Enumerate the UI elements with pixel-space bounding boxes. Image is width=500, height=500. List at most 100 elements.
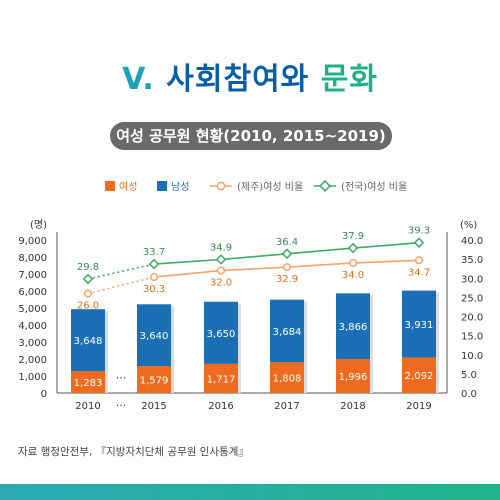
series-point-label: 29.8 bbox=[77, 262, 99, 273]
y-left-tick: 8,000 bbox=[18, 253, 47, 264]
bar-female bbox=[137, 366, 171, 393]
series-line-segment bbox=[87, 276, 155, 295]
heading-roman: V. bbox=[122, 62, 155, 97]
x-tick-label: 2016 bbox=[208, 401, 233, 412]
y-right-tick: 30.0 bbox=[461, 274, 483, 285]
page-heading: V. 사회참여와 문화 bbox=[0, 54, 500, 98]
series-point-label: 30.3 bbox=[143, 284, 165, 295]
series-point-label: 37.9 bbox=[342, 231, 364, 242]
bar-male bbox=[71, 309, 105, 372]
series-point-label: 36.4 bbox=[276, 237, 298, 248]
bar-male-label: 3,931 bbox=[405, 320, 434, 331]
bar-female bbox=[270, 362, 304, 393]
heading-accent: 문화 bbox=[320, 62, 378, 97]
legend-label-3: (전국)여성 비율 bbox=[341, 181, 407, 193]
series-line-segment bbox=[220, 252, 288, 261]
series-point bbox=[148, 258, 160, 270]
y-left-tick: 0 bbox=[41, 389, 47, 400]
y-right-tick: 20.0 bbox=[461, 313, 483, 324]
series-point bbox=[413, 237, 425, 248]
x-tick-label: 2015 bbox=[141, 401, 166, 412]
bar-female-label: 1,717 bbox=[207, 374, 236, 385]
y-right-tick: 5.0 bbox=[461, 370, 477, 381]
y-left-tick: 3,000 bbox=[18, 338, 47, 349]
y-left-tick: 7,000 bbox=[18, 270, 47, 281]
bottom-band bbox=[0, 484, 500, 500]
y-left-tick: 1,000 bbox=[18, 372, 47, 383]
x-tick-label: 2018 bbox=[340, 401, 365, 412]
bar-female bbox=[402, 357, 436, 393]
bar-female-label: 2,092 bbox=[405, 371, 434, 382]
x-tick-label: 2019 bbox=[406, 401, 431, 412]
series-point-label: 39.3 bbox=[408, 226, 430, 237]
bar-male bbox=[402, 290, 436, 358]
series-point-label: 32.9 bbox=[276, 274, 298, 285]
bar-female-label: 1,996 bbox=[339, 372, 368, 383]
bar-male bbox=[204, 301, 238, 364]
series-line-segment bbox=[352, 259, 420, 264]
bar-female bbox=[336, 359, 370, 393]
series-point-label: 34.9 bbox=[210, 243, 232, 254]
series-point bbox=[216, 266, 226, 275]
y-left-tick: 5,000 bbox=[18, 304, 47, 315]
y-right-tick: 25.0 bbox=[461, 293, 483, 304]
y-left-tick: 2,000 bbox=[18, 355, 47, 366]
y-right-unit: (%) bbox=[460, 220, 477, 231]
series-point-label: 26.0 bbox=[77, 301, 99, 312]
bar-female-label: 1,283 bbox=[74, 378, 103, 389]
legend-swatch-1 bbox=[157, 181, 167, 191]
series-line-segment bbox=[153, 269, 222, 278]
legend-label-2: (제주)여성 비율 bbox=[237, 181, 303, 193]
series-point bbox=[282, 263, 292, 272]
bar-male-label: 3,648 bbox=[74, 336, 103, 347]
series-line-segment bbox=[153, 258, 222, 265]
series-point bbox=[281, 248, 293, 260]
bar-female-label: 1,808 bbox=[273, 374, 302, 385]
bar-male-label: 3,866 bbox=[339, 322, 368, 333]
y-right-tick: 40.0 bbox=[461, 236, 483, 247]
gap-marker-plot: ··· bbox=[116, 372, 127, 385]
series-point bbox=[414, 256, 424, 265]
series-point bbox=[82, 273, 94, 285]
bar-male bbox=[270, 299, 304, 363]
series-point-label: 33.7 bbox=[143, 247, 165, 258]
series-line-segment bbox=[87, 263, 155, 280]
series-line-segment bbox=[220, 266, 288, 272]
series-point-label: 32.0 bbox=[210, 278, 232, 289]
series-point bbox=[83, 289, 93, 298]
series-point bbox=[347, 242, 359, 254]
y-left-tick: 4,000 bbox=[18, 321, 47, 332]
y-left-tick: 6,000 bbox=[18, 287, 47, 298]
bar-male bbox=[137, 304, 171, 367]
source-note: 자료 행정안전부, 『지방자치단체 공무원 인사통계』 bbox=[18, 446, 249, 458]
legend-marker-3 bbox=[318, 179, 332, 193]
y-right-tick: 35.0 bbox=[461, 255, 483, 266]
gap-marker-axis: ··· bbox=[116, 399, 127, 412]
legend-swatch-0 bbox=[105, 181, 115, 191]
bar-female-label: 1,579 bbox=[140, 376, 169, 387]
y-left-tick: 9,000 bbox=[18, 236, 47, 247]
series-line-segment bbox=[286, 262, 354, 268]
series-point-label: 34.0 bbox=[342, 270, 364, 281]
bar-male-label: 3,650 bbox=[207, 329, 236, 340]
bar-male bbox=[336, 293, 370, 360]
series-point-label: 34.7 bbox=[408, 267, 430, 278]
x-tick-label: 2010 bbox=[75, 401, 100, 412]
legend-marker-2 bbox=[216, 181, 226, 191]
series-point bbox=[215, 254, 227, 265]
legend-label-0: 여성 bbox=[119, 181, 137, 193]
bar-male-label: 3,640 bbox=[140, 331, 169, 342]
series-line-segment bbox=[286, 247, 354, 255]
y-left-unit: (명) bbox=[30, 219, 47, 231]
y-right-tick: 15.0 bbox=[461, 332, 483, 343]
bar-male-label: 3,684 bbox=[273, 327, 302, 338]
y-right-tick: 0.0 bbox=[461, 389, 477, 400]
y-right-tick: 10.0 bbox=[461, 351, 483, 362]
chart-title-pill: 여성 공무원 현황(2010, 2015~2019) bbox=[110, 122, 392, 150]
legend-label-1: 남성 bbox=[171, 181, 189, 193]
series-line-segment bbox=[352, 241, 420, 249]
bar-female bbox=[204, 363, 238, 393]
bar-female bbox=[71, 371, 105, 393]
heading-main: 사회참여와 bbox=[166, 62, 310, 97]
